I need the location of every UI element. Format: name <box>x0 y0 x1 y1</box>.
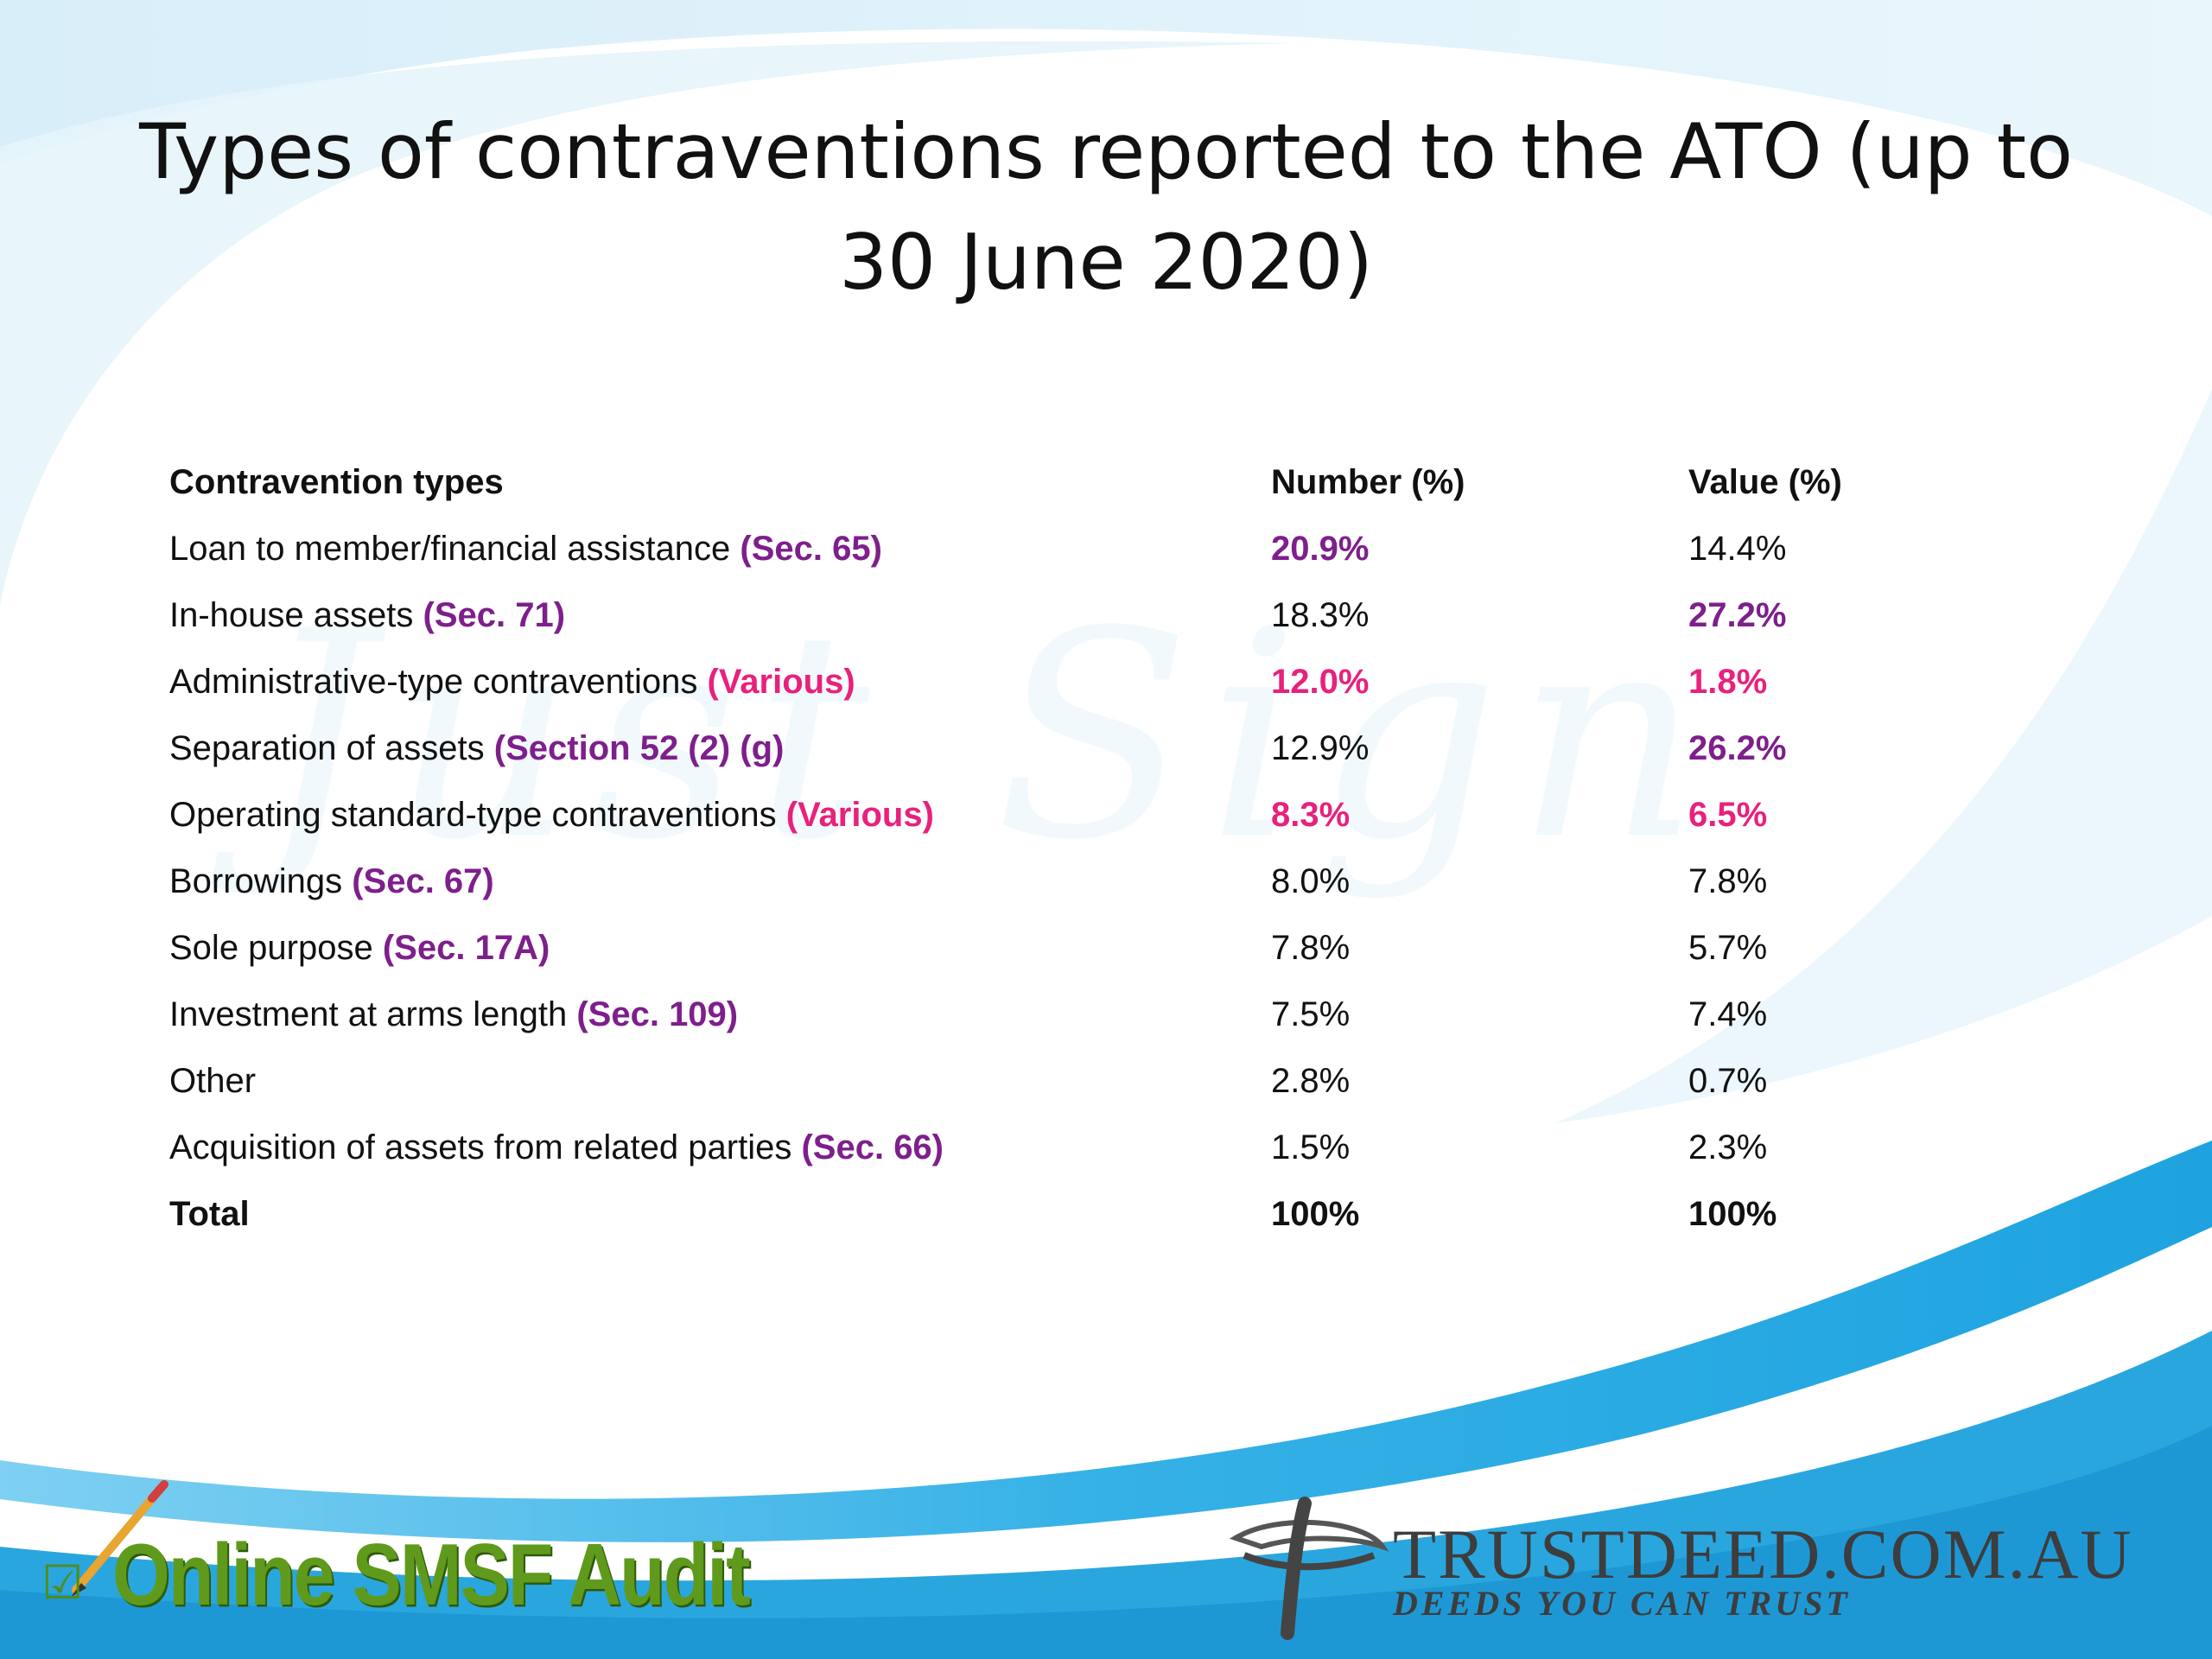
total-value: 100% <box>1688 1195 1777 1233</box>
title-line-2: 30 June 2020) <box>839 218 1373 307</box>
section-reference: (Sec. 71) <box>423 596 566 634</box>
number-percent-cell: 8.3% <box>1271 796 1351 834</box>
contravention-label: Acquisition of assets from related parti… <box>169 1128 792 1166</box>
contravention-type-cell: In-house assets (Sec. 71) <box>169 582 1271 649</box>
table-row: Borrowings (Sec. 67) 8.0% 7.8% <box>169 849 2034 915</box>
contravention-type-cell: Loan to member/financial assistance (Sec… <box>169 516 1271 582</box>
value-percent-cell: 6.5% <box>1688 796 1768 834</box>
contravention-label: Separation of assets <box>169 729 485 767</box>
header-number: Number (%) <box>1271 463 1465 501</box>
contraventions-table: Contravention types Number (%) Value (%)… <box>169 449 2034 1248</box>
contravention-label: Loan to member/financial assistance <box>169 530 731 568</box>
number-percent-cell: 18.3% <box>1271 596 1370 634</box>
value-percent-cell: 1.8% <box>1688 663 1768 701</box>
contravention-type-cell: Borrowings (Sec. 67) <box>169 849 1271 915</box>
contravention-type-cell: Other <box>169 1048 1271 1115</box>
trustdeed-tagline: DEEDS YOU CAN TRUST <box>1393 1584 1851 1623</box>
number-percent-cell: 12.9% <box>1271 729 1370 767</box>
trustdeed-swoosh-icon <box>1229 1497 1389 1640</box>
value-percent-cell: 14.4% <box>1688 530 1787 568</box>
number-percent-cell: 12.0% <box>1271 663 1370 701</box>
contravention-label: Investment at arms length <box>169 995 568 1033</box>
value-percent-cell: 7.8% <box>1688 862 1768 900</box>
number-percent-cell: 7.8% <box>1271 929 1351 967</box>
table-row: Investment at arms length (Sec. 109) 7.5%… <box>169 982 2034 1048</box>
section-reference: (Various) <box>785 796 934 834</box>
section-reference: (Section 52 (2) (g) <box>493 729 785 767</box>
table-row: Administrative-type contraventions (Vari… <box>169 649 2034 715</box>
slide-title: Types of contraventions reported to the … <box>0 97 2212 318</box>
total-label: Total <box>169 1195 250 1233</box>
section-reference: (Sec. 17A) <box>382 929 550 967</box>
contravention-label: In-house assets <box>169 596 414 634</box>
number-percent-cell: 7.5% <box>1271 995 1351 1033</box>
table-body: Loan to member/financial assistance (Sec… <box>169 516 2034 1181</box>
contravention-type-cell: Administrative-type contraventions (Vari… <box>169 649 1271 715</box>
contravention-type-cell: Separation of assets (Section 52 (2) (g) <box>169 715 1271 782</box>
section-reference: (Various) <box>707 663 855 701</box>
table-row: Other 2.8% 0.7% <box>169 1048 2034 1115</box>
table-total-row: Total 100% 100% <box>169 1181 2034 1248</box>
contravention-type-cell: Acquisition of assets from related parti… <box>169 1115 1271 1181</box>
section-reference: (Sec. 67) <box>352 862 494 900</box>
value-percent-cell: 5.7% <box>1688 929 1768 967</box>
header-value: Value (%) <box>1688 463 1842 501</box>
contravention-type-cell: Operating standard-type contraventions (… <box>169 782 1271 849</box>
value-percent-cell: 2.3% <box>1688 1128 1768 1166</box>
header-contravention-types: Contravention types <box>169 463 504 501</box>
watermark: Just Sign <box>259 570 1718 902</box>
number-percent-cell: 2.8% <box>1271 1062 1351 1100</box>
contravention-type-cell: Sole purpose (Sec. 17A) <box>169 915 1271 982</box>
contravention-label: Borrowings <box>169 862 343 900</box>
contravention-label: Sole purpose <box>169 929 373 967</box>
contravention-type-cell: Investment at arms length (Sec. 109) <box>169 982 1271 1048</box>
table-row: Sole purpose (Sec. 17A) 7.8% 5.7% <box>169 915 2034 982</box>
table-row: Acquisition of assets from related parti… <box>169 1115 2034 1181</box>
table-row: Operating standard-type contraventions (… <box>169 782 2034 849</box>
pencil-icon <box>71 1480 168 1597</box>
value-percent-cell: 27.2% <box>1688 596 1787 634</box>
table-row: In-house assets (Sec. 71) 18.3% 27.2% <box>169 582 2034 649</box>
value-percent-cell: 26.2% <box>1688 729 1787 767</box>
title-line-1: Types of contraventions reported to the … <box>139 107 2073 196</box>
value-percent-cell: 7.4% <box>1688 995 1768 1033</box>
trustdeed-logo-text: TRUSTDEED.COM.AU <box>1393 1515 2133 1593</box>
online-smsf-audit-logo: Online SMSF Audit <box>112 1526 751 1624</box>
section-reference: (Sec. 65) <box>740 530 882 568</box>
number-percent-cell: 1.5% <box>1271 1128 1351 1166</box>
table-row: Separation of assets (Section 52 (2) (g)… <box>169 715 2034 782</box>
contravention-label: Operating standard-type contraventions <box>169 796 777 834</box>
section-reference: (Sec. 66) <box>801 1128 944 1166</box>
value-percent-cell: 0.7% <box>1688 1062 1768 1100</box>
table-row: Loan to member/financial assistance (Sec… <box>169 516 2034 582</box>
number-percent-cell: 20.9% <box>1271 530 1370 568</box>
contravention-label: Administrative-type contraventions <box>169 663 698 701</box>
checkbox-icon: ☑ <box>41 1555 84 1610</box>
table-header-row: Contravention types Number (%) Value (%) <box>169 449 2034 516</box>
number-percent-cell: 8.0% <box>1271 862 1351 900</box>
total-number: 100% <box>1271 1195 1360 1233</box>
contravention-label: Other <box>169 1062 257 1100</box>
section-reference: (Sec. 109) <box>576 995 739 1033</box>
